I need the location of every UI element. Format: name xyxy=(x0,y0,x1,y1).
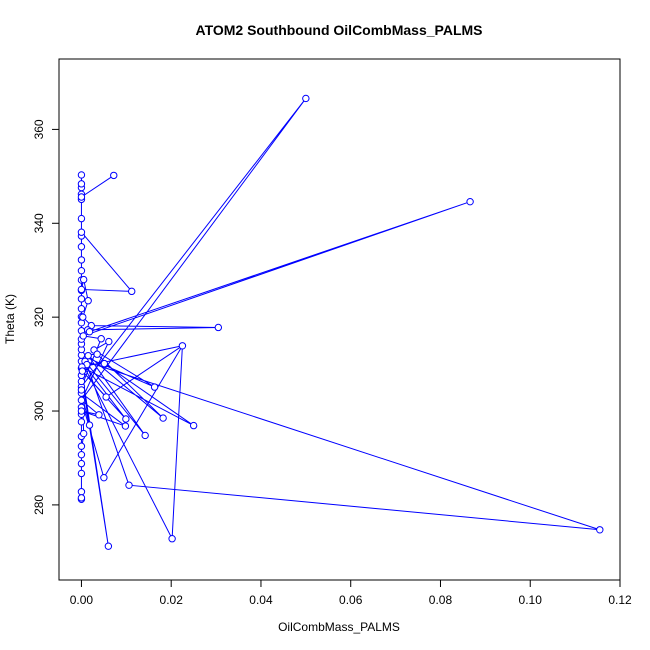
x-tick-label: 0.08 xyxy=(429,593,453,607)
data-point xyxy=(596,526,604,534)
y-axis: 280 300 320 340 360 xyxy=(32,119,60,515)
x-tick-label: 0.06 xyxy=(339,593,363,607)
y-tick-label: 340 xyxy=(32,213,46,233)
data-point xyxy=(110,171,118,180)
data-point xyxy=(128,287,136,296)
data-point xyxy=(178,342,187,350)
x-tick-label: 0.04 xyxy=(249,593,273,607)
data-point xyxy=(77,243,86,251)
data-point xyxy=(77,214,86,223)
data-point xyxy=(100,359,109,368)
data-point xyxy=(77,266,86,275)
data-point xyxy=(97,335,105,343)
data-point xyxy=(150,383,159,391)
data-point xyxy=(93,350,101,358)
data-point xyxy=(77,459,86,468)
data-point xyxy=(77,193,86,201)
data-point xyxy=(78,367,87,375)
data-point xyxy=(77,180,86,188)
data-point xyxy=(85,421,94,429)
data-point xyxy=(214,323,223,332)
data-point xyxy=(77,450,86,459)
data-point xyxy=(141,431,149,440)
data-point xyxy=(77,396,86,404)
data-point xyxy=(77,256,86,264)
plot-frame xyxy=(58,58,621,581)
series-line xyxy=(80,98,600,547)
data-point xyxy=(105,337,113,346)
data-point xyxy=(121,422,130,430)
series-points xyxy=(77,94,604,550)
data-point xyxy=(100,473,108,482)
data-point xyxy=(125,481,133,489)
chart-title: ATOM2 Southbound OilCombMass_PALMS xyxy=(196,22,483,38)
y-tick-label: 320 xyxy=(32,307,46,327)
data-point xyxy=(77,488,86,496)
data-point xyxy=(102,393,110,401)
y-tick-label: 360 xyxy=(32,119,46,139)
data-point xyxy=(77,305,86,313)
data-point xyxy=(84,351,92,360)
data-point xyxy=(79,275,88,284)
y-tick-label: 280 xyxy=(32,495,46,515)
x-tick-label: 0.00 xyxy=(70,593,94,607)
data-point xyxy=(79,313,87,321)
x-tick-label: 0.10 xyxy=(519,593,543,607)
data-point xyxy=(77,494,86,502)
y-tick-label: 300 xyxy=(32,401,46,421)
data-point xyxy=(79,332,87,340)
x-axis: 0.00 0.02 0.04 0.06 0.08 0.10 0.12 xyxy=(70,579,632,607)
data-point xyxy=(168,535,176,543)
data-point xyxy=(77,442,86,450)
data-point xyxy=(159,414,167,422)
data-point xyxy=(77,228,86,236)
data-point xyxy=(77,418,86,426)
y-axis-label: Theta (K) xyxy=(3,294,17,344)
data-point xyxy=(84,297,92,305)
x-tick-label: 0.02 xyxy=(160,593,184,607)
data-point xyxy=(79,429,88,438)
data-point xyxy=(77,386,86,394)
data-point xyxy=(77,295,86,303)
data-point xyxy=(122,415,130,423)
data-point xyxy=(77,171,86,179)
data-point xyxy=(77,377,86,386)
series-path xyxy=(80,98,600,547)
data-point xyxy=(189,421,198,430)
data-point xyxy=(104,542,113,550)
x-tick-label: 0.12 xyxy=(608,593,632,607)
data-point xyxy=(77,407,86,415)
data-point xyxy=(77,285,86,294)
data-point xyxy=(95,411,103,419)
data-point xyxy=(466,197,474,206)
data-point xyxy=(77,469,86,478)
data-point xyxy=(302,94,310,103)
data-point xyxy=(85,328,94,336)
x-axis-label: OilCombMass_PALMS xyxy=(278,620,400,634)
